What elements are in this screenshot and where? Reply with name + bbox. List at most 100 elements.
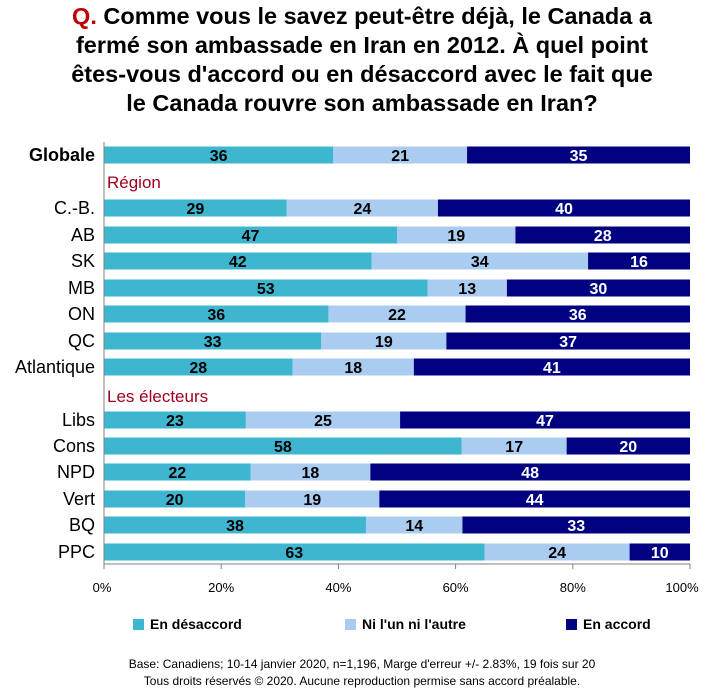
data-label: 21 — [391, 148, 409, 165]
category-label: Vert — [63, 489, 95, 509]
x-tick-label: 20% — [208, 580, 234, 595]
bar-segment — [245, 490, 380, 508]
data-label: 35 — [570, 148, 588, 165]
category-label: QC — [68, 331, 95, 351]
bar-segment — [437, 199, 690, 217]
category-label: NPD — [57, 462, 95, 482]
data-label: 20 — [166, 492, 184, 509]
bar-segment — [321, 332, 447, 350]
title-line-1: Comme vous le savez peut-être déjà, le C… — [103, 3, 652, 29]
category-label: Globale — [29, 145, 95, 165]
data-label: 28 — [594, 228, 612, 245]
data-label: 23 — [166, 413, 184, 430]
bar-segment — [446, 332, 690, 350]
bar-segment — [250, 463, 371, 481]
stacked-bar-chart: Région Les électeurs Globale 36 21 35 C.-B. 29 2… — [15, 142, 699, 632]
data-label: 10 — [651, 545, 669, 562]
data-label: 47 — [242, 228, 260, 245]
data-label: 40 — [555, 201, 573, 218]
data-label: 48 — [521, 465, 539, 482]
bar-segment — [566, 437, 690, 455]
data-label: 42 — [229, 254, 247, 271]
data-label: 22 — [388, 307, 406, 324]
category-label: Atlantique — [15, 357, 95, 377]
data-label: 30 — [590, 281, 608, 298]
data-label: 19 — [447, 228, 465, 245]
data-label: 44 — [526, 492, 544, 509]
data-label: 25 — [314, 413, 332, 430]
bar-segment — [328, 305, 466, 323]
group-header: Région — [107, 173, 161, 192]
data-label: 34 — [471, 254, 489, 271]
legend-label: Ni l'un ni l'autre — [362, 616, 466, 632]
x-tick-label: 40% — [325, 580, 351, 595]
category-label: BQ — [69, 515, 95, 535]
bar-segment — [104, 490, 246, 508]
bar-segment — [506, 279, 690, 297]
title-line-4: le Canada rouvre son ambassade en Iran? — [126, 90, 598, 116]
bar-segment — [465, 305, 690, 323]
bar-segment — [515, 226, 690, 244]
data-label: 20 — [619, 439, 637, 456]
data-label: 37 — [559, 334, 577, 351]
group-header: Les électeurs — [107, 387, 208, 406]
bar-segment — [104, 437, 462, 455]
bar-segment — [400, 411, 690, 429]
x-tick-label: 60% — [443, 580, 469, 595]
bar-segment — [286, 199, 438, 217]
title-line-2: fermé son ambassade en Iran en 2012. À q… — [75, 32, 649, 58]
bar-segment — [365, 516, 463, 534]
footer-base-note: Base: Canadiens; 10-14 janvier 2020, n=1… — [128, 657, 596, 671]
bar-segment — [104, 305, 329, 323]
bar-segment — [104, 226, 397, 244]
data-label: 16 — [630, 254, 648, 271]
x-tick-label: 100% — [665, 580, 699, 595]
footer-copyright: Tous droits réservés © 2020. Aucune repr… — [143, 674, 581, 688]
data-label: 22 — [168, 465, 186, 482]
category-label: Cons — [53, 436, 95, 456]
data-label: 36 — [207, 307, 225, 324]
category-label: Libs — [62, 410, 95, 430]
bar-segment — [104, 516, 366, 534]
data-label: 24 — [353, 201, 371, 218]
data-label: 14 — [405, 518, 423, 535]
bar-segment — [104, 543, 485, 561]
title-line-3: êtes-vous d'accord ou en désaccord avec … — [71, 61, 653, 87]
bar-segment — [462, 516, 690, 534]
bar-segment — [104, 252, 372, 270]
footer: Base: Canadiens; 10-14 janvier 2020, n=1… — [0, 656, 724, 690]
bar-segment — [371, 252, 589, 270]
data-label: 13 — [458, 281, 476, 298]
data-label: 38 — [226, 518, 244, 535]
data-label: 58 — [274, 439, 292, 456]
bar-segment — [427, 279, 507, 297]
data-label: 18 — [302, 465, 320, 482]
bar-segment — [588, 252, 690, 270]
data-label: 36 — [210, 148, 228, 165]
data-label: 18 — [344, 360, 362, 377]
legend-swatch — [345, 619, 356, 630]
bar-segment — [333, 146, 468, 164]
bar-segment — [104, 411, 246, 429]
bar-segment — [370, 463, 690, 481]
category-label: ON — [68, 304, 95, 324]
data-label: 41 — [543, 360, 561, 377]
bar-segment — [292, 358, 414, 376]
bar-segment — [104, 332, 322, 350]
data-label: 29 — [186, 201, 204, 218]
bar-segment — [245, 411, 401, 429]
bar-segment — [413, 358, 690, 376]
data-label: 17 — [505, 439, 523, 456]
data-label: 36 — [569, 307, 587, 324]
legend-label: En désaccord — [150, 616, 242, 632]
chart-title: Q. Comme vous le savez peut-être déjà, l… — [0, 2, 724, 118]
legend-swatch — [133, 619, 144, 630]
data-label: 47 — [536, 413, 554, 430]
bar-segment — [397, 226, 516, 244]
legend-label: En accord — [583, 616, 651, 632]
bar-segment — [467, 146, 690, 164]
category-label: MB — [68, 278, 95, 298]
bar-segment — [104, 358, 293, 376]
legend-swatch — [566, 619, 577, 630]
category-label: C.-B. — [54, 198, 95, 218]
